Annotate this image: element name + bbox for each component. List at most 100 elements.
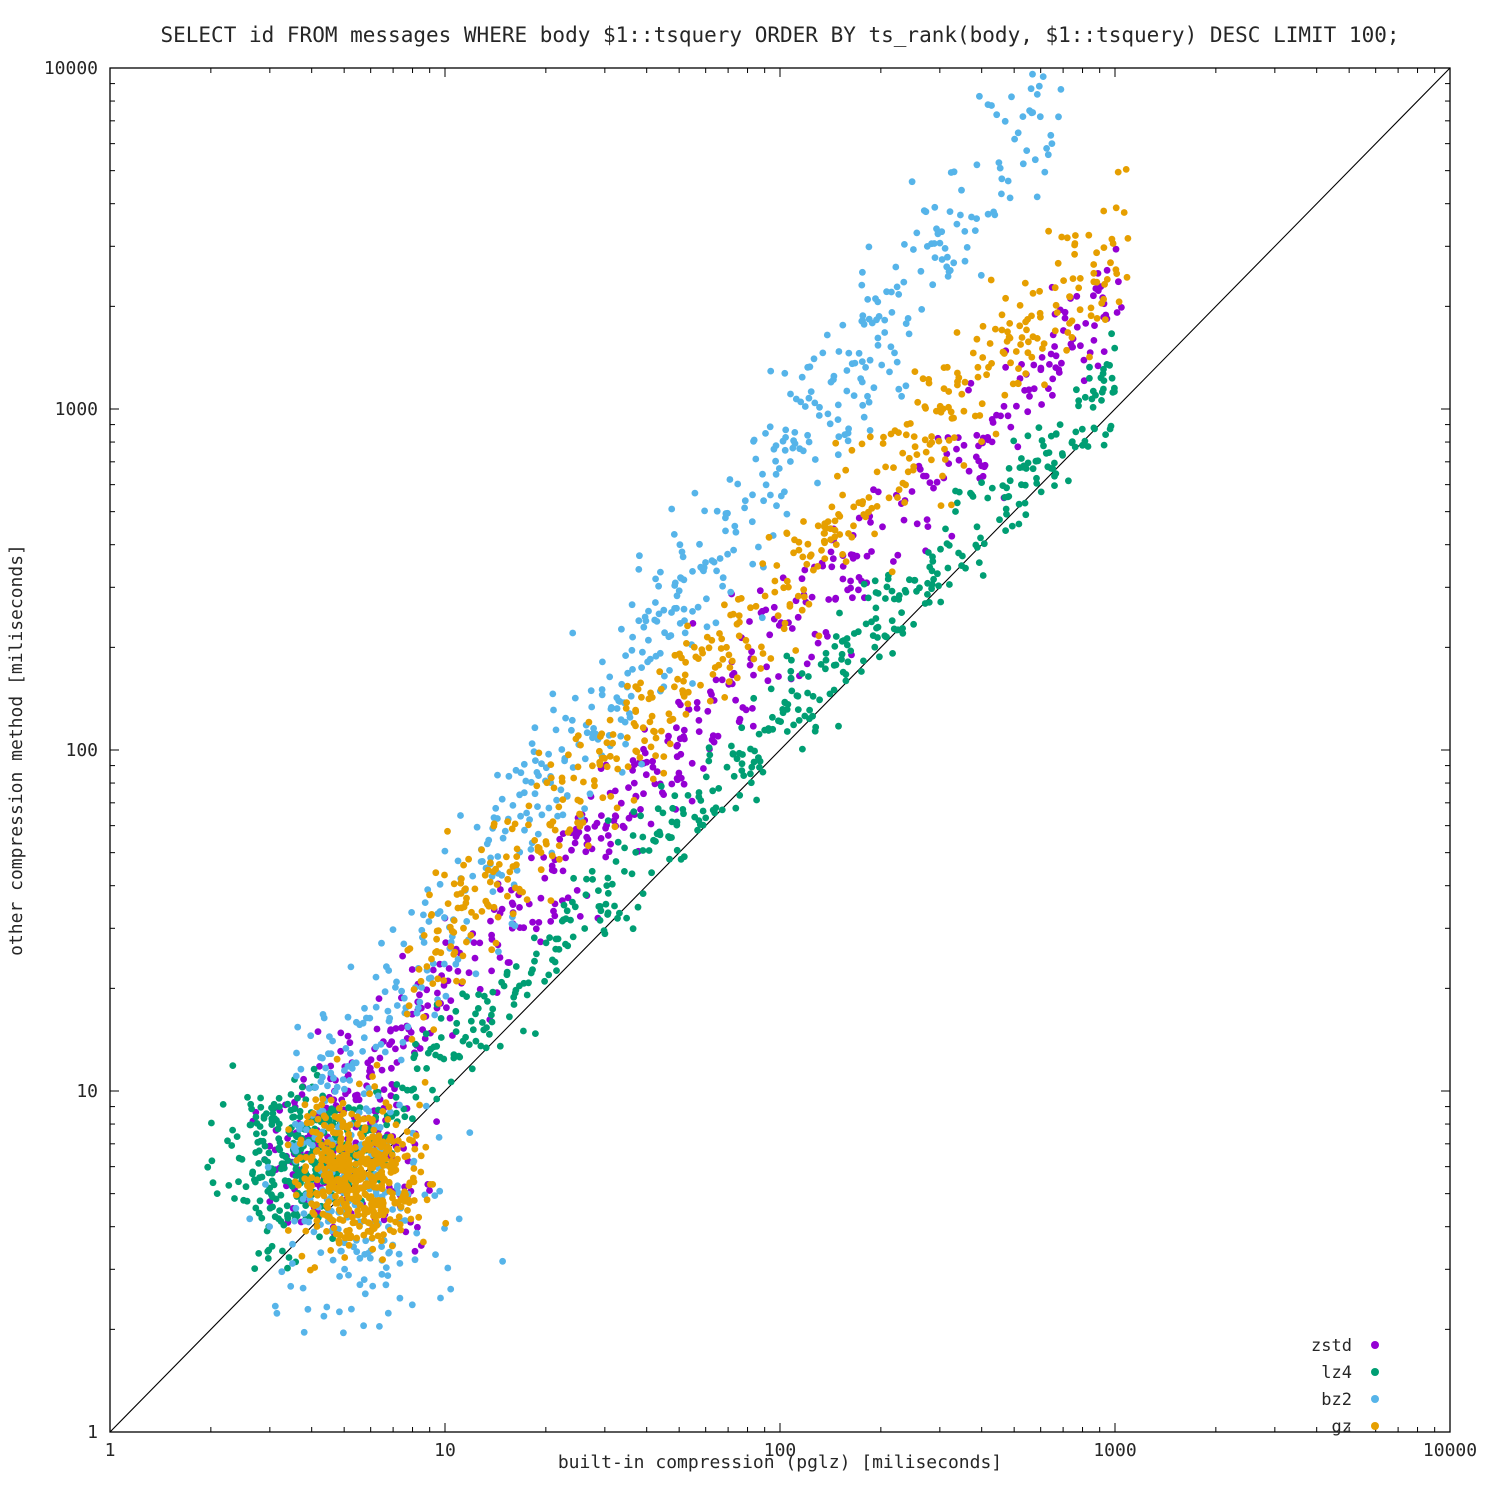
data-point [623, 734, 631, 741]
data-point [868, 548, 875, 555]
data-point [369, 1073, 376, 1080]
data-point [1051, 459, 1058, 467]
data-point [462, 885, 469, 893]
data-point [988, 102, 995, 109]
data-point [752, 602, 760, 610]
data-point [955, 456, 963, 464]
data-point [260, 1129, 268, 1137]
data-point [587, 687, 595, 695]
data-point [532, 925, 540, 933]
data-point [840, 637, 848, 644]
data-point [827, 536, 834, 543]
data-point [838, 650, 846, 658]
data-point [858, 440, 866, 448]
data-point [1094, 362, 1102, 370]
data-point [828, 563, 836, 571]
data-point [988, 484, 996, 492]
data-point [645, 636, 652, 644]
data-point [295, 1169, 302, 1177]
data-point [284, 1100, 292, 1108]
data-point [697, 681, 704, 689]
data-point [432, 1251, 439, 1258]
data-point [816, 696, 823, 704]
data-point [489, 888, 497, 895]
data-point [1029, 465, 1037, 473]
data-point [1002, 294, 1009, 302]
data-point [610, 817, 618, 825]
axis-ticks [109, 67, 1451, 1433]
data-point [805, 673, 812, 680]
data-point [298, 1083, 306, 1091]
data-point [969, 493, 977, 500]
data-point [680, 726, 688, 734]
data-point [387, 1026, 395, 1033]
data-point [471, 954, 479, 962]
data-point [595, 903, 603, 910]
data-point [936, 239, 944, 247]
data-point [392, 984, 399, 991]
data-point [712, 676, 720, 684]
data-point [895, 385, 903, 393]
data-point [345, 1160, 353, 1167]
data-point [921, 436, 929, 444]
data-point [486, 1030, 493, 1038]
data-point [485, 902, 493, 910]
data-point [638, 664, 645, 671]
data-point [437, 1034, 445, 1041]
data-point [219, 1101, 227, 1108]
data-point [907, 420, 914, 427]
data-point [320, 1172, 328, 1179]
data-point [759, 560, 767, 567]
data-point [911, 368, 919, 375]
data-point [746, 618, 753, 625]
data-point [1019, 113, 1027, 120]
data-point [604, 874, 612, 882]
data-point [978, 479, 985, 486]
data-point [789, 444, 797, 452]
data-point [871, 577, 879, 585]
data-point [477, 1042, 485, 1050]
data-point [425, 918, 433, 925]
legend-marker-bz2 [1371, 1395, 1379, 1403]
data-point [442, 992, 450, 1000]
data-point [953, 220, 961, 228]
data-point [429, 1086, 436, 1094]
data-point [814, 479, 821, 487]
data-point [759, 650, 767, 657]
data-point [727, 588, 735, 596]
data-point [656, 668, 664, 676]
data-point [652, 838, 659, 845]
data-point [874, 488, 882, 496]
data-point [327, 1069, 335, 1077]
data-point [469, 872, 477, 880]
data-point [855, 574, 863, 581]
data-point [513, 853, 521, 860]
data-point [863, 552, 871, 560]
data-point [864, 594, 872, 602]
data-point [860, 657, 867, 665]
data-point [723, 643, 730, 651]
data-point [987, 276, 995, 284]
data-point [781, 446, 789, 454]
data-point [652, 652, 660, 660]
data-point [708, 557, 716, 564]
data-point [698, 646, 706, 653]
data-point [1016, 322, 1024, 330]
data-point [939, 472, 946, 480]
data-point [454, 967, 462, 975]
data-point [435, 927, 442, 935]
data-point [659, 789, 666, 796]
data-point [374, 1092, 382, 1100]
data-point [1038, 354, 1046, 361]
data-point [576, 797, 584, 805]
data-point [1114, 168, 1122, 176]
data-point [354, 1207, 361, 1215]
data-point [716, 630, 723, 637]
data-point [814, 563, 822, 570]
data-point [392, 1121, 400, 1129]
data-point [822, 629, 830, 636]
data-point [862, 364, 869, 371]
data-point [812, 723, 820, 731]
data-point [337, 1247, 345, 1255]
data-point [869, 632, 877, 639]
